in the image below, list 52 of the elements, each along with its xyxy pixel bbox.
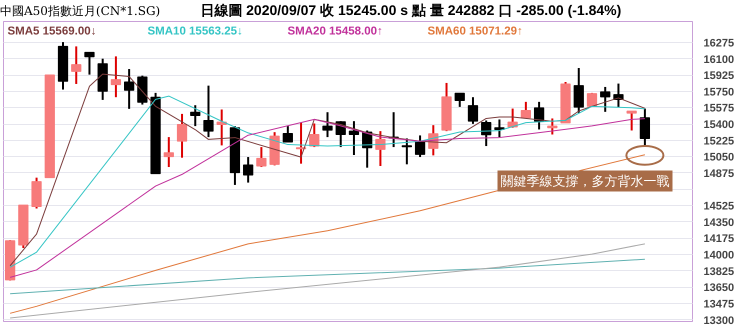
text: SMA10 15563.25↓ — [148, 26, 243, 38]
candlestick — [322, 111, 333, 138]
candlestick — [243, 156, 254, 184]
y-tick-label: 16275 — [704, 37, 734, 50]
candlestick — [520, 100, 531, 120]
text: SMA60 15071.29↑ — [428, 26, 523, 38]
y-tick-label: 14000 — [704, 250, 734, 262]
candlestick — [84, 51, 95, 76]
line-series — [10, 258, 646, 294]
candlestick — [282, 125, 293, 144]
y-tick-label: 14350 — [704, 216, 734, 229]
candlestick — [124, 68, 134, 110]
y-tick-label: 14175 — [704, 233, 734, 246]
y-tick-label: 15575 — [704, 102, 734, 115]
candlestick — [190, 104, 200, 128]
text: SMA5 15569.00↓ — [8, 26, 96, 38]
y-tick-label: 13650 — [704, 282, 734, 294]
candlestick — [508, 108, 518, 129]
candlestick — [71, 45, 82, 85]
candlestick — [309, 122, 320, 148]
candlestick — [481, 120, 492, 148]
candlestick — [256, 146, 267, 168]
y-tick-label: 13300 — [704, 314, 734, 327]
candlestick — [454, 92, 465, 108]
y-tick-label: 15925 — [704, 70, 734, 82]
y-tick-label: 14875 — [704, 168, 734, 180]
candlestick — [574, 67, 584, 114]
candlestick — [164, 136, 174, 168]
chart-title: 中國A50指數近月(CN*1.SG) — [0, 4, 160, 18]
y-tick-label: 15750 — [704, 86, 734, 98]
y-tick-label: 15400 — [704, 119, 734, 132]
candlestick — [176, 112, 188, 159]
candlestick — [626, 110, 637, 132]
annotation: 關鍵季線支撐，多方背水一戰 — [500, 174, 670, 188]
candlestick — [468, 96, 478, 125]
candlestick — [640, 108, 650, 148]
y-tick-label: 13825 — [704, 266, 734, 278]
y-tick-label: 15225 — [704, 135, 734, 148]
candlestick — [348, 120, 360, 156]
y-tick-label: 13475 — [704, 298, 734, 311]
text: SMA20 15458.00↑ — [288, 26, 383, 38]
candlestick — [216, 108, 227, 146]
y-tick-label: 15050 — [704, 152, 734, 164]
y-tick-label: 16100 — [704, 54, 734, 66]
candlestick — [296, 122, 306, 165]
line-series — [10, 243, 646, 318]
candlestick — [203, 84, 214, 138]
y-tick-label: 14525 — [704, 200, 734, 213]
chart-subtitle: 日線圖 2020/09/07 收 15245.00 s 點 量 242882 口 -285.00 (-1.84%) — [200, 2, 622, 18]
candlestick — [547, 117, 558, 136]
candlestick — [110, 55, 122, 98]
candlestick — [600, 86, 610, 113]
